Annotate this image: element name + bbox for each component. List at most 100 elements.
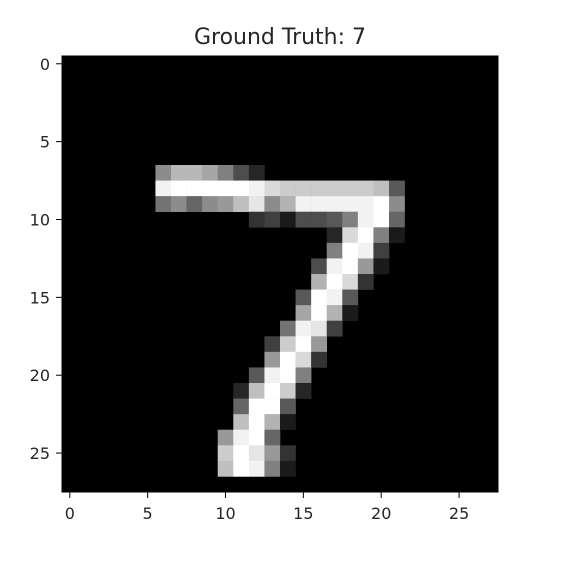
pixel-r13-c16 — [311, 258, 327, 274]
y-tick-label: 15 — [30, 288, 50, 307]
pixel-r20-c15 — [296, 367, 312, 383]
pixel-r21-c13 — [264, 383, 280, 399]
pixel-r19-c13 — [264, 352, 280, 368]
x-axis: 0 5 10 15 20 25 — [65, 492, 470, 523]
pixel-r16-c18 — [342, 305, 358, 321]
pixel-r23-c11 — [233, 414, 249, 430]
pixel-r9-c6 — [155, 196, 171, 212]
pixel-r9-c16 — [311, 196, 327, 212]
pixel-r8-c16 — [311, 181, 327, 197]
pixel-r21-c11 — [233, 383, 249, 399]
x-tick-label: 25 — [449, 504, 469, 523]
pixel-r26-c10 — [218, 461, 234, 477]
pixel-r18-c16 — [311, 336, 327, 352]
pixel-r15-c15 — [296, 290, 312, 306]
pixel-r18-c15 — [296, 336, 312, 352]
pixel-r8-c10 — [218, 181, 234, 197]
pixel-r8-c19 — [358, 181, 374, 197]
y-tick-label: 10 — [30, 211, 50, 230]
y-tick-label: 20 — [30, 366, 50, 385]
pixel-r10-c20 — [373, 212, 389, 228]
pixel-r24-c13 — [264, 430, 280, 446]
x-tick-label: 10 — [215, 504, 235, 523]
pixel-r12-c18 — [342, 243, 358, 259]
pixel-r14-c16 — [311, 274, 327, 290]
pixel-r8-c12 — [249, 181, 265, 197]
pixel-r8-c13 — [264, 181, 280, 197]
pixel-r16-c17 — [327, 305, 343, 321]
pixel-r25-c10 — [218, 445, 234, 461]
pixel-r11-c18 — [342, 227, 358, 243]
pixel-r24-c11 — [233, 430, 249, 446]
pixel-r7-c11 — [233, 165, 249, 181]
pixel-r15-c17 — [327, 290, 343, 306]
pixel-r14-c18 — [342, 274, 358, 290]
pixel-r19-c14 — [280, 352, 296, 368]
pixel-r8-c20 — [373, 181, 389, 197]
pixel-r21-c12 — [249, 383, 265, 399]
pixel-r8-c18 — [342, 181, 358, 197]
pixel-r18-c14 — [280, 336, 296, 352]
pixel-r10-c17 — [327, 212, 343, 228]
pixel-r13-c18 — [342, 258, 358, 274]
pixel-r12-c20 — [373, 243, 389, 259]
pixel-r17-c15 — [296, 321, 312, 337]
pixel-r14-c17 — [327, 274, 343, 290]
pixel-r9-c15 — [296, 196, 312, 212]
pixel-r12-c19 — [358, 243, 374, 259]
pixel-r23-c13 — [264, 414, 280, 430]
pixel-r10-c15 — [296, 212, 312, 228]
pixel-r8-c14 — [280, 181, 296, 197]
chart-title: Ground Truth: 7 — [194, 25, 366, 50]
pixel-r8-c9 — [202, 181, 218, 197]
pixel-r25-c14 — [280, 445, 296, 461]
pixel-r10-c12 — [249, 212, 265, 228]
pixel-r7-c7 — [171, 165, 187, 181]
pixel-r19-c16 — [311, 352, 327, 368]
x-tick-label: 20 — [371, 504, 391, 523]
pixel-r14-c19 — [358, 274, 374, 290]
pixel-r26-c13 — [264, 461, 280, 477]
pixel-r16-c15 — [296, 305, 312, 321]
x-tick-label: 15 — [293, 504, 313, 523]
pixel-r8-c8 — [187, 181, 203, 197]
pixel-r9-c21 — [389, 196, 405, 212]
pixel-r9-c19 — [358, 196, 374, 212]
pixel-r8-c21 — [389, 181, 405, 197]
pixel-r24-c12 — [249, 430, 265, 446]
pixel-r8-c17 — [327, 181, 343, 197]
pixel-r9-c12 — [249, 196, 265, 212]
pixel-r9-c20 — [373, 196, 389, 212]
pixel-r16-c16 — [311, 305, 327, 321]
pixel-r22-c11 — [233, 399, 249, 415]
pixel-r26-c12 — [249, 461, 265, 477]
pixel-r9-c9 — [202, 196, 218, 212]
pixel-r20-c14 — [280, 367, 296, 383]
pixel-r9-c17 — [327, 196, 343, 212]
pixel-r8-c7 — [171, 181, 187, 197]
pixel-r23-c14 — [280, 414, 296, 430]
y-tick-label: 5 — [40, 133, 50, 152]
y-tick-label: 25 — [30, 444, 50, 463]
pixel-r22-c12 — [249, 399, 265, 415]
pixel-r19-c15 — [296, 352, 312, 368]
pixel-r15-c18 — [342, 290, 358, 306]
y-axis: 0 5 10 15 20 25 — [30, 55, 62, 463]
pixel-r20-c13 — [264, 367, 280, 383]
pixel-r21-c14 — [280, 383, 296, 399]
pixel-r7-c12 — [249, 165, 265, 181]
pixel-r24-c10 — [218, 430, 234, 446]
pixel-r10-c16 — [311, 212, 327, 228]
pixel-r9-c10 — [218, 196, 234, 212]
pixel-r7-c8 — [187, 165, 203, 181]
pixel-r21-c15 — [296, 383, 312, 399]
pixel-r7-c6 — [155, 165, 171, 181]
pixel-r9-c7 — [171, 196, 187, 212]
pixel-r20-c12 — [249, 367, 265, 383]
x-tick-label: 5 — [143, 504, 153, 523]
pixel-r25-c13 — [264, 445, 280, 461]
pixel-r9-c14 — [280, 196, 296, 212]
pixel-r23-c12 — [249, 414, 265, 430]
pixel-r9-c18 — [342, 196, 358, 212]
